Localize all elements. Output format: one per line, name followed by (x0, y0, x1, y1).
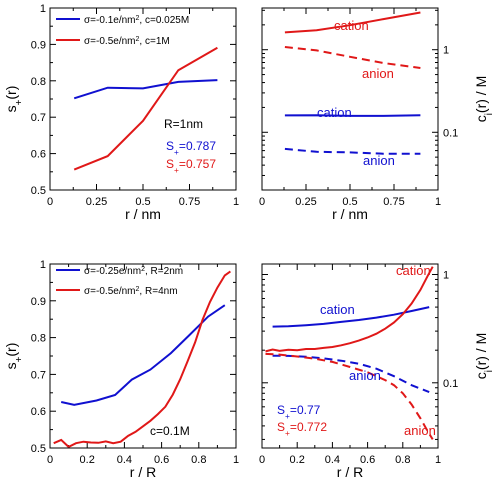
panel-top-right: 0 0.25 0.5 0.75 1 0.1 1 cation anion cation an… (259, 7, 495, 222)
y-tick-label: 1 (40, 259, 46, 271)
x-axis-label-br: r / R (337, 464, 363, 480)
x-tick-label: 0.5 (342, 196, 357, 208)
x-tick-label: 0.6 (360, 454, 375, 466)
series-br-red-anion (265, 352, 434, 440)
legend-label-tl-red: σ=-0.5e/nm2, c=1M (84, 36, 170, 48)
series-bl-red-line (53, 270, 231, 448)
y-tick-label: 0.5 (31, 443, 46, 455)
x-tick-label: 0.25 (86, 196, 107, 208)
x-tick-label: 1 (435, 196, 441, 208)
x-tick-label: 0.75 (179, 196, 200, 208)
y-tick-label: 0.1 (443, 378, 458, 390)
y-tick-label: 0.8 (31, 333, 46, 345)
legend-label-bl-red: σ=-0.5e/nm2, R=4nm (84, 286, 178, 298)
x-tick-label: 0.5 (135, 196, 150, 208)
frame-bottom-left (49, 263, 237, 449)
series-tr-blue-anion (284, 147, 421, 155)
plot-area-bottom-left (53, 270, 231, 448)
annotation-br-s-blue: S+=0.77 (277, 403, 321, 421)
y-tick-label: 0.9 (31, 296, 46, 308)
y-tick-label: 0.8 (31, 76, 46, 88)
y-tick-label: 0.5 (31, 185, 46, 197)
annotation-bl-conc: c=0.1M (150, 424, 190, 438)
label-br-red-anion: anion (404, 423, 436, 438)
y-tick-label: 0.7 (31, 369, 46, 381)
plot-area-top-left (73, 46, 218, 171)
label-tr-red-anion: anion (362, 66, 394, 81)
y-tick-label: 0.6 (31, 149, 46, 161)
x-tick-label: 0 (259, 454, 265, 466)
x-tick-label: 0.4 (117, 454, 132, 466)
annotation-tl-radius: R=1nm (164, 117, 203, 131)
y-axis-label-tr: ci(r) / M (473, 76, 495, 123)
series-tl-blue-line (73, 79, 218, 100)
x-tick-label: 0 (47, 196, 53, 208)
series-br-blue-anion (272, 354, 430, 394)
annotation-tl-s-blue: S+=0.787 (166, 139, 216, 157)
series-tl-red-line (73, 46, 218, 171)
y-tick-label: 0.1 (443, 127, 458, 139)
x-tick-label: 1 (233, 454, 239, 466)
x-tick-label: 0.2 (80, 454, 95, 466)
y-tick-label: 1 (40, 3, 46, 15)
frame-top-right (261, 7, 439, 191)
ticks-top-left: 0 0.25 0.5 0.75 1 0.5 0.6 0.7 0.8 0.9 1 (31, 3, 239, 208)
y-tick-label: 0.9 (31, 39, 46, 51)
y-axis-label-br: ci(r) / M (473, 333, 495, 380)
legend-bottom-left: σ=-0.25e/nm2, R=2nm σ=-0.5e/nm2, R=4nm (56, 266, 183, 298)
series-bl-blue-line (60, 304, 226, 406)
x-tick-label: 0.2 (290, 454, 305, 466)
y-tick-label: 0.7 (31, 112, 46, 124)
x-tick-label: 0.8 (191, 454, 206, 466)
label-br-red-cation: cation (396, 263, 431, 278)
plot-area-bottom-right (265, 266, 434, 440)
panel-top-left: 0 0.25 0.5 0.75 1 0.5 0.6 0.7 0.8 0.9 1 σ=-0.1e/nm… (3, 3, 239, 222)
plot-area-top-right (284, 11, 421, 155)
panel-bottom-left: 0 0.2 0.4 0.6 0.8 1 0.5 0.6 0.7 0.8 0.9 1 σ=-0.25e/… (3, 259, 239, 480)
x-tick-label: 0.8 (395, 454, 410, 466)
frame-bottom-right (261, 263, 439, 449)
x-tick-label: 0 (47, 454, 53, 466)
x-tick-label: 0.75 (383, 196, 404, 208)
x-tick-label: 0.6 (154, 454, 169, 466)
y-tick-label: 0.6 (31, 406, 46, 418)
y-axis-label-bl: s+(r) (3, 343, 25, 370)
x-tick-label: 1 (233, 196, 239, 208)
legend-label-tl-blue: σ=-0.1e/nm2, c=0.025M (84, 15, 189, 27)
y-axis-label-tl: s+(r) (3, 86, 25, 113)
x-tick-label: 0.4 (325, 454, 340, 466)
frame-top-left (49, 7, 237, 191)
x-axis-label-tr: r / nm (332, 206, 368, 222)
annotation-br-s-red: S+=0.772 (277, 420, 327, 438)
label-tr-red-cation: cation (334, 18, 369, 33)
ticks-top-right: 0 0.25 0.5 0.75 1 0.1 1 (259, 8, 458, 208)
series-tr-red-cation (284, 11, 421, 34)
label-br-blue-cation: cation (320, 302, 355, 317)
x-axis-label-bl: r / R (130, 464, 156, 480)
x-axis-label-tl: r / nm (125, 206, 161, 222)
label-tr-blue-cation: cation (317, 105, 352, 120)
series-br-red-cation (265, 266, 434, 353)
panel-bottom-right: 0 0.2 0.4 0.6 0.8 1 0.1 1 cation cation anion a… (259, 263, 495, 480)
label-tr-blue-anion: anion (363, 153, 395, 168)
legend-label-bl-blue: σ=-0.25e/nm2, R=2nm (84, 266, 183, 278)
x-tick-label: 0.25 (295, 196, 316, 208)
series-tr-red-anion (284, 46, 421, 69)
y-tick-label: 1 (443, 269, 449, 281)
series-tr-blue-cation (284, 114, 421, 117)
legend-top-left: σ=-0.1e/nm2, c=0.025M σ=-0.5e/nm2, c=1M (56, 15, 189, 48)
x-tick-label: 1 (435, 454, 441, 466)
annotation-tl-s-red: S+=0.757 (166, 157, 216, 175)
label-br-blue-anion: anion (349, 368, 381, 383)
x-tick-label: 0 (259, 196, 265, 208)
y-tick-label: 1 (443, 45, 449, 57)
